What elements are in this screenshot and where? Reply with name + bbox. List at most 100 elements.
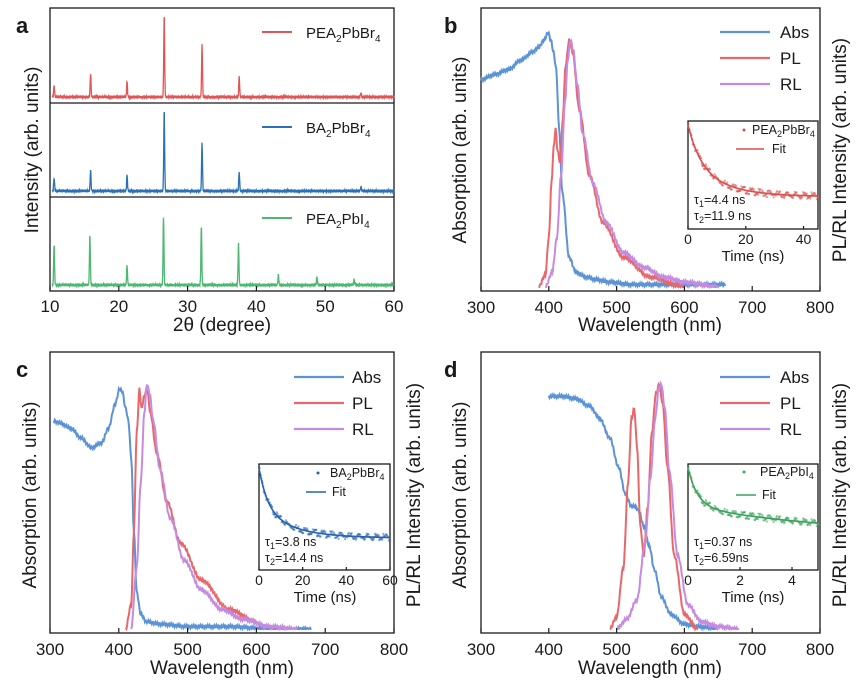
panel-b-inset-point (756, 193, 760, 196)
panel-c-inset-point (306, 528, 309, 531)
panel-c-inset-point (276, 512, 279, 515)
panel-b-xlabel: Wavelength (nm) (578, 315, 722, 336)
panel-c-inset-point (355, 537, 358, 540)
panel-a-frame (49, 7, 395, 292)
panel-d-frame (480, 351, 821, 634)
panel-c-inset-point (293, 528, 296, 532)
panel-c-x-tick-label-3: 600 (242, 640, 270, 659)
panel-d-inset-point (759, 512, 762, 516)
panel-c-legend-rl: RL (352, 420, 374, 439)
panel-d-legend-rl: RL (780, 420, 802, 439)
panel-d-inset-point (816, 524, 820, 527)
panel-c-inset-legend: BA2PbBr4 (330, 466, 385, 482)
panel-c-inset-point (372, 537, 375, 540)
xrd-x-tick-label-4: 50 (316, 297, 335, 316)
xrd-x-tick-label-0: 10 (41, 297, 60, 316)
panel-d-rl-curve (616, 380, 740, 632)
panel-d-inset-legend: PEA2PbI4 (760, 465, 814, 481)
panel-c-inset-point (324, 530, 327, 534)
panel-c-inset: 0 20 40 60 BA2PbBr4 Fit τ1=3.8 ns τ2=14.4 n… (255, 463, 398, 606)
panel-d-legend: Abs PL RL (720, 368, 809, 439)
panel-c-legend-pl: PL (352, 394, 373, 413)
panel-b-legend-abs: Abs (780, 23, 809, 42)
panel-b-inset-point (732, 183, 735, 186)
panel-c-letter: c (16, 357, 28, 382)
panel-d-letter: d (444, 357, 457, 382)
xrd-x-ticks: 10 20 30 40 50 60 (41, 286, 404, 316)
panel-c-inset-x-tick-label-0: 0 (255, 572, 263, 588)
panel-c-inset-point (347, 531, 350, 535)
panel-d-inset-point (687, 466, 690, 469)
panel-c-ylabel-left: Absorption (arb. units) (20, 402, 41, 589)
panel-b-x-tick-label-3: 600 (670, 298, 698, 317)
xrd-curves (51, 17, 395, 289)
panel-d-inset-point (768, 514, 772, 517)
panel-b-legend: Abs PL RL (720, 23, 809, 94)
panel-b-x-tick-label-0: 300 (467, 298, 495, 317)
panel-d-x-tick-label-0: 300 (467, 640, 495, 659)
panel-a-letter: a (16, 13, 29, 38)
xrd-x-tick-label-5: 60 (385, 297, 404, 316)
panel-c-inset-x-tick-label-1: 20 (295, 572, 311, 588)
panel-d-legend-pl: PL (780, 394, 801, 413)
panel-d-x-ticks: 300 400 500 600 700 800 (467, 628, 834, 659)
panel-b-inset-point (708, 168, 712, 171)
panel-d-pl-curve (609, 381, 699, 632)
panel-d-inset-ticks: 0 2 4 (684, 567, 796, 588)
panel-b-x-ticks: 300 400 500 600 700 800 (467, 286, 834, 317)
panel-d-inset-point (708, 502, 712, 505)
panel-a: a 10 20 30 40 50 60 Intensity (arb. units) 2θ… (16, 7, 404, 336)
panel-d-inset-point (730, 514, 734, 518)
panel-a-ylabel: Intensity (arb. units) (22, 67, 43, 234)
panel-b-inset-point (805, 192, 808, 195)
panel-b-legend-pl: PL (780, 49, 801, 68)
panel-b-inset-point (713, 173, 716, 176)
panel-c-inset-point (295, 523, 298, 527)
panel-b-inset-curves (686, 122, 820, 201)
panel-d-inset-x-tick-label-2: 4 (788, 572, 796, 588)
panel-b-pl-curve (538, 38, 686, 290)
panel-c-inset-fit-curve (258, 467, 390, 539)
panel-c-inset-point (319, 535, 322, 538)
panel-d-inset-point (732, 510, 735, 513)
panel-d-abs-curve (547, 391, 719, 632)
panel-d-inset-point (809, 524, 812, 527)
panel-d-ylabel-right: PL/RL Intensity (arb. units) (830, 383, 851, 607)
panel-c-curves (52, 383, 312, 632)
panel-c-inset-point (284, 519, 287, 522)
panel-c-x-tick-label-2: 500 (173, 640, 201, 659)
xrd-series-2 (51, 217, 395, 289)
panel-c-x-tick-label-0: 300 (36, 640, 64, 659)
panel-b-inset-point (783, 195, 786, 198)
panel-c-inset-tau2: τ2=14.4 ns (265, 551, 323, 567)
panel-c-inset-point (388, 538, 392, 541)
panel-c-legend-abs: Abs (352, 368, 381, 387)
panel-b-inset-point (816, 197, 820, 200)
panel-b-inset-xlabel: Time (ns) (722, 248, 785, 265)
legend-ba-br: BA2PbBr4 (262, 120, 371, 140)
legend-ba-br-text: BA2PbBr4 (306, 120, 371, 140)
panel-b-inset-point (770, 191, 773, 194)
panel-b-inset-x-tick-label-1: 20 (738, 231, 754, 247)
panel-d-inset-point (726, 509, 729, 512)
panel-d-x-tick-label-1: 400 (535, 640, 563, 659)
panel-c-inset-point (363, 537, 366, 541)
panel-d-inset-point (756, 518, 760, 521)
panel-c-inset-point (302, 531, 305, 535)
panel-b-inset-point (730, 188, 734, 191)
xrd-series-0 (51, 17, 395, 101)
panel-d-ylabel-left: Absorption (arb. units) (450, 402, 471, 589)
panel-c-x-tick-label-1: 400 (105, 640, 133, 659)
legend-pea-i-text: PEA2PbI4 (306, 211, 370, 231)
panel-b: b 300 400 500 600 700 800 Absorption (arb. un… (444, 7, 851, 336)
panel-d-inset-xlabel: Time (ns) (722, 589, 785, 606)
panel-b-inset-point (704, 163, 707, 166)
legend-pea-i: PEA2PbI4 (262, 211, 370, 231)
panel-c-inset-curves (257, 466, 392, 542)
panel-c-pl-curve (124, 386, 258, 632)
panel-d-inset-point (787, 516, 790, 520)
panel-c-inset-point (344, 538, 347, 541)
panel-b-inset-point (765, 195, 769, 199)
panel-b-inset-tau1: τ1=4.4 ns (694, 193, 745, 209)
panel-c-inset-point (382, 532, 385, 536)
